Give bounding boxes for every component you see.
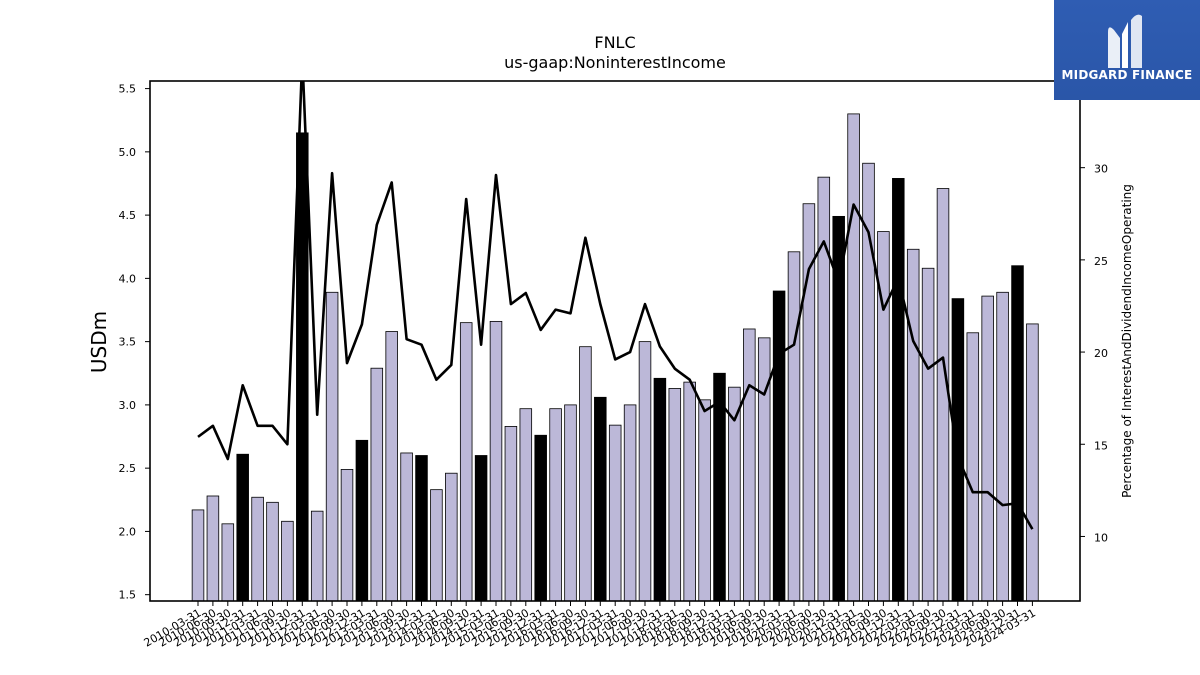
axes-layer: 1.52.02.53.03.54.04.55.05.51015202530201… [119,80,1108,650]
bar-2012-06-30 [325,291,339,601]
bar-2017-06-30 [623,404,637,601]
bar-2020-09-30 [817,176,831,601]
bar-2014-09-30 [459,322,473,601]
bar-2015-12-31 [534,434,547,601]
chart-title: FNLC [594,33,635,52]
bar-2010-06-30 [206,495,220,601]
y-tick-label: 4.0 [119,272,137,285]
brand-logo-text: MIDGARD FINANCE [1061,68,1193,82]
bar-2013-12-31 [415,455,428,601]
bar-2023-03-31 [966,332,980,601]
bar-2023-06-30 [981,295,994,601]
bar-2021-12-31 [892,178,905,601]
bar-2013-03-31 [370,367,384,601]
bar-2023-09-30 [996,291,1009,601]
bar-2015-03-31 [489,320,503,601]
bar-2022-03-31 [906,248,920,601]
bar-2013-09-30 [400,452,413,601]
bar-2010-09-30 [221,523,235,601]
bar-2022-06-30 [921,267,935,601]
bar-2021-03-31 [847,113,860,601]
bar-2019-03-31 [728,386,741,601]
bar-2012-03-31 [310,510,324,601]
bar-2013-06-30 [385,331,398,601]
brand-logo: MIDGARD FINANCE [1054,0,1200,100]
y2-tick-label: 20 [1094,347,1108,360]
y-tick-label: 2.0 [119,525,137,538]
y-tick-label: 5.5 [119,83,137,96]
bar-2011-06-30 [266,501,279,601]
y-tick-label: 1.5 [119,589,137,602]
bar-2011-09-30 [281,520,294,601]
y-tick-label: 4.5 [119,209,137,222]
bar-2017-03-31 [608,424,622,601]
bar-2012-12-31 [355,439,369,601]
bar-2021-09-30 [877,231,890,601]
bar-2019-09-30 [757,337,771,601]
bar-2019-06-30 [743,328,756,601]
bar-2014-06-30 [445,472,458,601]
bar-2015-06-30 [504,425,518,601]
bar-2017-12-31 [653,377,667,601]
bar-2016-06-30 [564,404,577,601]
bar-2021-06-30 [862,162,875,601]
bar-2016-09-30 [579,346,592,601]
bar-2012-09-30 [340,469,354,601]
bar-2023-12-31 [1011,265,1024,601]
y-tick-label: 3.5 [119,336,137,349]
bar-2014-03-31 [430,489,443,601]
midgard-logo-icon [1108,14,1142,69]
bar-2022-09-30 [936,188,950,601]
y-tick-label: 5.0 [119,146,137,159]
bar-2020-12-31 [832,215,845,601]
line-layer [197,81,1034,530]
y2-axis-label: Percentage of InterestAndDividendIncomeO… [1120,184,1134,498]
chart-subtitle: us-gaap:NoninterestIncome [504,53,726,72]
bar-2024-03-31 [1026,323,1039,601]
bar-2010-03-31 [191,509,205,601]
bar-2014-12-31 [474,455,488,601]
bar-2018-06-30 [683,381,696,601]
bar-2010-12-31 [236,453,249,601]
y2-tick-label: 25 [1094,255,1108,268]
y-tick-label: 3.0 [119,399,137,412]
y2-tick-label: 30 [1094,163,1108,176]
bar-2016-12-31 [594,396,607,601]
bar-2015-09-30 [519,408,533,601]
y-axis-label: USDm [87,311,111,373]
bar-2011-12-31 [296,132,309,601]
bar-2017-09-30 [638,341,652,601]
y2-tick-label: 15 [1094,439,1108,452]
y-tick-label: 2.5 [119,462,137,475]
bar-2018-12-31 [713,372,726,601]
bar-2019-12-31 [772,290,786,601]
bar-2020-03-31 [787,251,801,601]
bar-2016-03-31 [549,408,562,601]
bar-2018-03-31 [668,388,682,601]
percentage-line [197,81,1034,530]
y2-tick-label: 10 [1094,531,1108,544]
bar-2011-03-31 [251,496,264,601]
bar-2018-09-30 [698,399,711,601]
